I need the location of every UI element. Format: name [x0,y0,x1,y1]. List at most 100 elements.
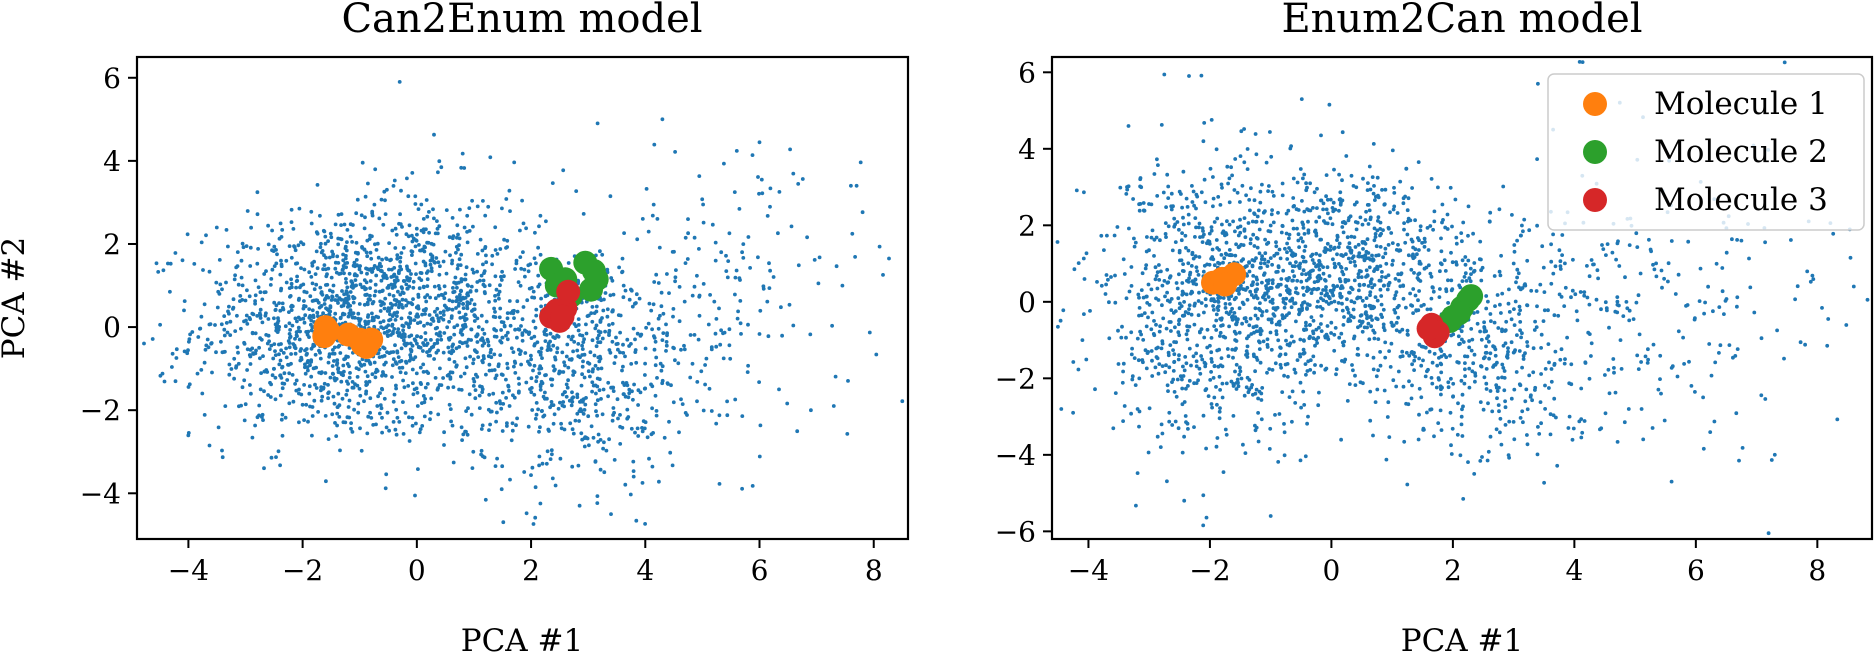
background-point [1387,280,1392,285]
background-point [1520,409,1525,414]
background-point [1359,275,1364,279]
background-point [279,417,284,422]
background-point [1120,380,1125,385]
background-point [1198,330,1202,335]
background-point [1263,291,1267,296]
background-point [1383,187,1388,192]
background-point [465,344,470,348]
background-point [1463,367,1467,372]
background-point [529,336,534,340]
background-point [1232,311,1237,315]
background-point [1357,254,1362,259]
background-point [1186,311,1191,316]
background-point [714,344,719,349]
background-point [522,267,527,272]
background-point [399,346,404,351]
background-point [696,337,701,342]
background-point [424,307,428,311]
background-point [1558,357,1563,362]
background-point [188,332,193,337]
background-point [419,382,423,386]
x-tick-label: 2 [522,554,540,587]
background-point [1341,230,1346,235]
background-point [1333,207,1338,212]
background-point [395,310,400,315]
background-point [588,374,592,379]
background-point [685,413,689,417]
background-point [1268,426,1273,431]
background-point [1307,323,1312,327]
background-point [466,337,471,342]
background-point [319,241,323,246]
background-point [1506,346,1510,350]
background-point [435,338,440,342]
background-point [395,314,399,318]
background-point [422,323,426,328]
background-point [374,367,379,372]
background-point [1379,302,1384,307]
background-point [410,239,415,244]
background-point [1248,316,1253,321]
background-point [468,354,472,359]
background-point [1385,287,1390,292]
background-point [1163,221,1168,226]
background-point [1351,184,1356,188]
background-point [680,402,685,406]
background-point [1298,261,1303,266]
background-point [530,465,535,470]
background-point [274,328,279,333]
background-point [1055,240,1060,244]
background-point [1251,392,1255,397]
background-point [314,386,319,390]
background-point [1291,204,1296,209]
background-point [1311,354,1316,359]
background-point [258,316,263,320]
background-point [1472,261,1477,265]
background-point [1245,375,1250,380]
background-point [375,241,380,246]
x-tick-label: 8 [865,554,883,587]
background-point [439,165,444,170]
background-point [1138,202,1143,206]
background-point [757,140,762,145]
background-point [1687,359,1691,364]
background-point [1283,328,1288,333]
background-point [1506,453,1511,457]
background-point [278,463,282,468]
background-point [355,375,360,379]
background-point [579,431,584,436]
background-point [572,322,577,326]
background-point [1391,258,1395,263]
background-point [461,432,466,437]
background-point [1354,185,1359,190]
background-point [390,375,394,379]
background-point [272,244,277,249]
background-point [1262,261,1267,266]
background-point [1382,202,1387,207]
background-point [494,373,499,378]
background-point [351,385,356,390]
background-point [512,364,516,369]
background-point [480,248,485,253]
background-point [1300,239,1305,244]
background-point [250,331,255,336]
background-point [414,421,418,426]
background-point [523,351,528,355]
background-point [1202,335,1207,340]
background-point [1237,306,1242,311]
background-point [1215,216,1220,221]
background-point [344,248,349,253]
background-point [1547,386,1551,390]
background-point [657,245,662,250]
background-point [1321,298,1326,303]
background-point [673,275,678,280]
background-point [338,316,343,321]
background-point [1131,197,1135,201]
background-point [1171,377,1176,382]
background-point [582,352,587,357]
background-point [594,304,599,309]
background-point [468,289,473,293]
background-point [1676,272,1681,277]
background-point [1174,394,1179,399]
background-point [671,345,676,350]
